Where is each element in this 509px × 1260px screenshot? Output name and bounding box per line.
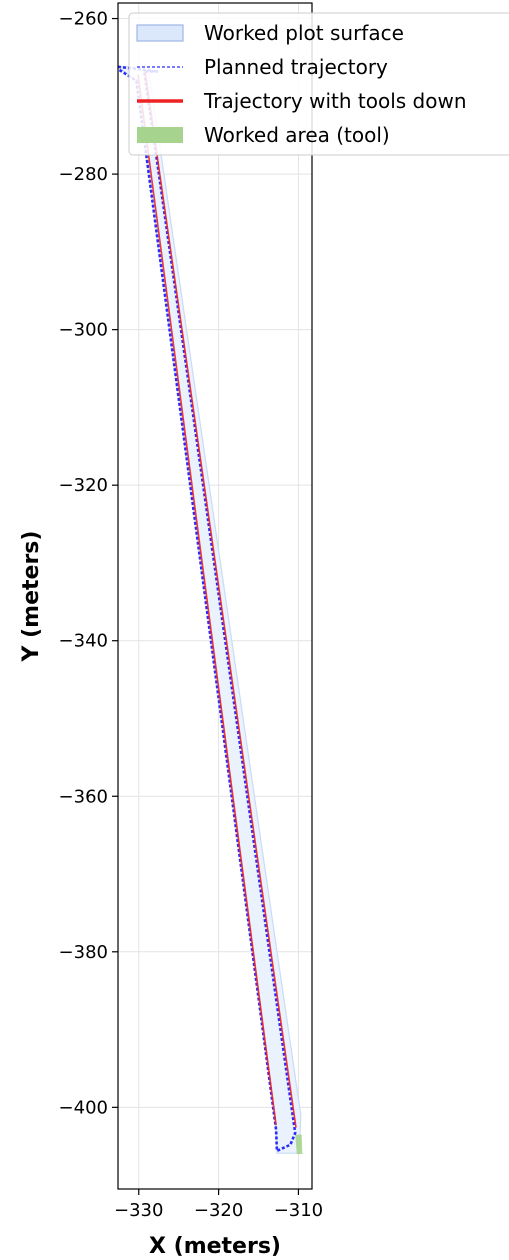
legend-box xyxy=(128,12,509,156)
tools-down-trajectory-line xyxy=(137,74,277,1126)
x-tick-label: −310 xyxy=(274,1200,323,1221)
y-tick-label: −400 xyxy=(59,1097,108,1118)
y-tick-label: −340 xyxy=(59,631,108,652)
y-axis: −260 −280 −300 −320 −340 −360 −380 −400 xyxy=(59,9,118,1118)
y-tick-label: −280 xyxy=(59,164,108,185)
legend-label: Planned trajectory xyxy=(204,55,388,79)
y-axis-title: Y (meters) xyxy=(19,531,44,663)
legend-swatch xyxy=(136,24,184,42)
legend-swatch xyxy=(137,127,183,143)
x-axis: −330 −320 −310 xyxy=(114,1189,323,1221)
axes-frame xyxy=(117,2,313,1190)
x-axis-title: X (meters) xyxy=(149,1234,281,1259)
grid xyxy=(118,3,312,1189)
worked-plot-surface-polygon xyxy=(118,66,302,1154)
legend-label: Worked plot surface xyxy=(204,21,404,45)
y-tick-label: −300 xyxy=(59,320,108,341)
y-tick-label: −360 xyxy=(59,786,108,807)
legend-label: Worked area (tool) xyxy=(204,123,390,147)
y-tick-label: −260 xyxy=(59,9,108,30)
x-tick-label: −330 xyxy=(114,1200,163,1221)
tools-down-trajectory-line xyxy=(144,71,297,1128)
y-tick-label: −380 xyxy=(59,942,108,963)
data-layer xyxy=(118,65,303,1154)
x-tick-label: −320 xyxy=(194,1200,243,1221)
legend: Worked plot surface Planned trajectory Tra… xyxy=(128,12,509,156)
y-tick-label: −320 xyxy=(59,475,108,496)
worked-area-polygon xyxy=(295,1134,303,1154)
legend-label: Trajectory with tools down xyxy=(203,89,467,113)
